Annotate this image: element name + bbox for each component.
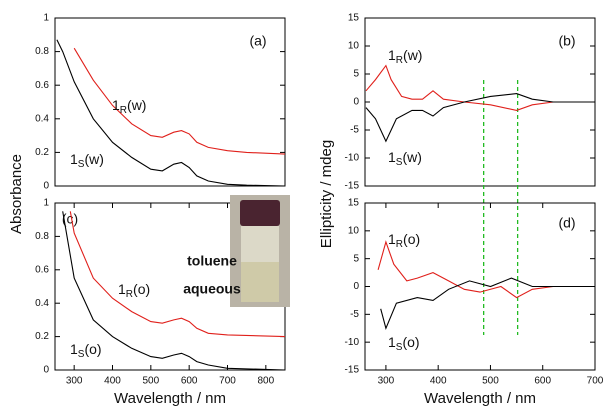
y-tick-label: 1 xyxy=(43,13,49,24)
data-line xyxy=(380,277,595,331)
panel-label: (a) xyxy=(249,33,266,49)
data-line xyxy=(377,240,595,299)
data-line xyxy=(56,39,286,187)
y-tick-label: 0.4 xyxy=(35,113,49,124)
y-tick-label: 10 xyxy=(348,225,360,236)
data-line xyxy=(73,47,286,155)
panel-label: (c) xyxy=(62,211,78,227)
inset-photo xyxy=(230,195,290,307)
y-tick-label: 0.6 xyxy=(35,264,49,275)
inset-label: aqueous xyxy=(183,281,241,297)
vial-cap xyxy=(240,200,280,226)
y-tick-label: 0.8 xyxy=(35,46,49,57)
inset-label: toluene xyxy=(187,253,237,269)
y-tick-label: -10 xyxy=(345,337,360,348)
y-tick-label: 15 xyxy=(348,198,360,209)
y-tick-label: 5 xyxy=(353,253,359,264)
y-tick-label: 0 xyxy=(353,281,359,292)
y-tick-label: 15 xyxy=(348,13,360,24)
y-tick-label: 0.2 xyxy=(35,147,49,158)
x-tick-label: 500 xyxy=(142,376,159,387)
series-label: 1S(w) xyxy=(388,149,422,168)
y-tick-label: 0 xyxy=(353,97,359,108)
x-tick-label: 800 xyxy=(257,376,274,387)
y-tick-label: 1 xyxy=(43,198,49,209)
x-tick-label: 700 xyxy=(219,376,236,387)
series-label: 1S(o) xyxy=(70,341,102,360)
y-tick-label: -15 xyxy=(345,365,360,376)
panel-label: (d) xyxy=(558,215,575,231)
y-tick-label: 0.6 xyxy=(35,80,49,91)
y-tick-label: -15 xyxy=(345,181,360,192)
y-tick-label: 0.4 xyxy=(35,298,49,309)
x-tick-label: 400 xyxy=(104,376,121,387)
x-tick-label: 600 xyxy=(534,376,551,387)
y-tick-label: 0 xyxy=(43,181,49,192)
series-label: 1R(w) xyxy=(388,47,422,66)
y-axis-label: Absorbance xyxy=(8,154,25,234)
series-label: 1R(o) xyxy=(388,231,420,250)
series-label: 1S(w) xyxy=(70,151,104,170)
series-label: 1R(w) xyxy=(112,97,146,116)
y-tick-label: -5 xyxy=(350,309,359,320)
x-axis-label: Wavelength / nm xyxy=(424,390,536,407)
y-tick-label: 0.2 xyxy=(35,331,49,342)
plot-frame xyxy=(54,17,286,187)
x-tick-label: 700 xyxy=(587,376,604,387)
x-tick-label: 600 xyxy=(181,376,198,387)
data-line xyxy=(69,211,286,338)
x-axis-label: Wavelength / nm xyxy=(114,390,226,407)
data-line xyxy=(365,93,595,143)
series-label: 1R(o) xyxy=(118,281,150,300)
x-tick-label: 300 xyxy=(378,376,395,387)
y-tick-label: 10 xyxy=(348,41,360,52)
vial-liquid xyxy=(241,262,279,302)
y-axis-label: Ellipticity / mdeg xyxy=(318,140,335,248)
y-tick-label: -5 xyxy=(350,125,359,136)
y-tick-label: -10 xyxy=(345,153,360,164)
x-tick-label: 400 xyxy=(430,376,447,387)
data-line xyxy=(365,64,595,111)
data-line xyxy=(62,211,286,371)
panel-label: (b) xyxy=(558,33,575,49)
y-tick-label: 5 xyxy=(353,69,359,80)
x-tick-label: 500 xyxy=(482,376,499,387)
y-tick-label: 0.8 xyxy=(35,231,49,242)
series-label: 1S(o) xyxy=(388,334,420,353)
y-tick-label: 0 xyxy=(43,365,49,376)
x-tick-label: 300 xyxy=(66,376,83,387)
